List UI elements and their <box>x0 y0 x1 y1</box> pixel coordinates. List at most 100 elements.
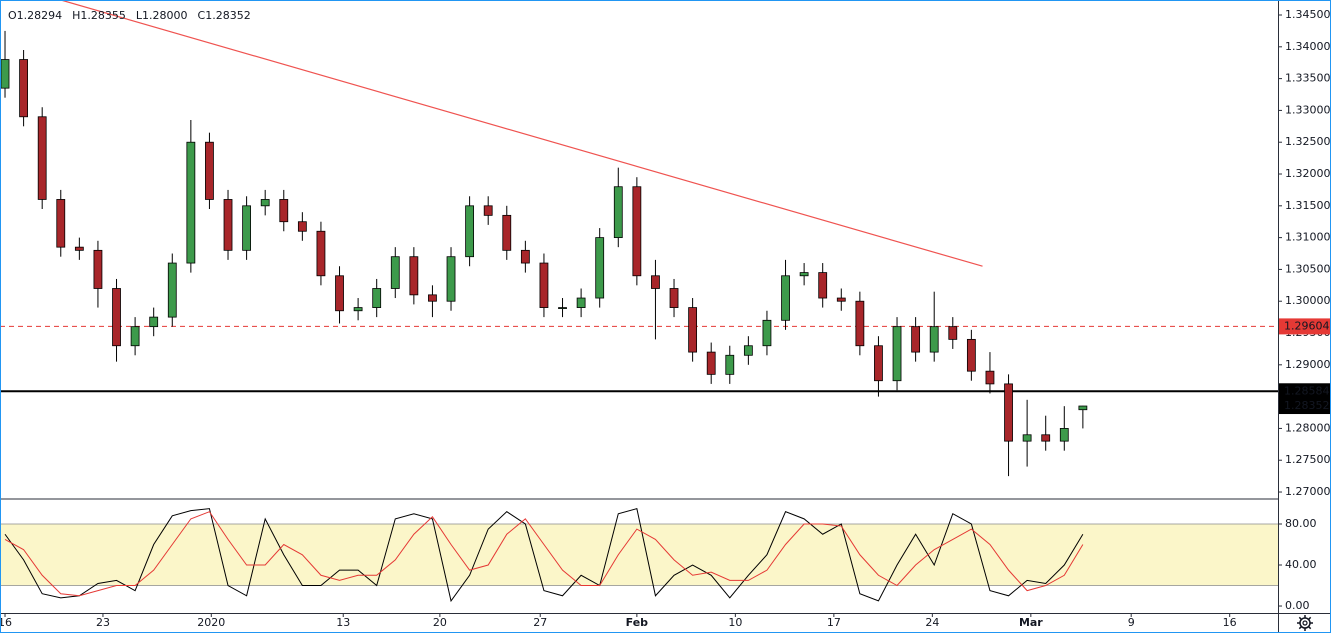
candle-body <box>19 59 29 118</box>
y-tick-label: 1.31500 <box>1285 199 1331 212</box>
candle-body <box>1004 383 1013 442</box>
x-tick-label: 10 <box>728 616 742 629</box>
x-tick-label: 17 <box>827 616 841 629</box>
candle-body <box>725 354 735 375</box>
y-tick-label: 1.29000 <box>1285 358 1331 371</box>
candle-body <box>260 199 270 207</box>
candle-body <box>465 205 475 258</box>
indicator-line <box>4 507 1084 603</box>
candle-body <box>874 345 883 382</box>
candle-body <box>428 294 437 302</box>
candle-body <box>502 214 512 251</box>
y-tick-label: 1.33500 <box>1285 72 1331 85</box>
ohlc-legend: O1.28294 <box>8 9 62 22</box>
y-tick-label: 1.33000 <box>1285 103 1331 116</box>
candle-body <box>688 307 698 353</box>
candle-body <box>669 288 679 308</box>
candle-body <box>743 345 753 356</box>
y-tick-label: 0.00 <box>1285 599 1310 612</box>
candle-body <box>297 221 307 232</box>
candle-body <box>1041 434 1051 442</box>
ohlc-legend: L1.28000 <box>136 9 188 22</box>
candle-body <box>632 186 642 277</box>
candle-body <box>651 275 660 289</box>
candle-body <box>390 256 400 289</box>
x-tick-label: Feb <box>626 616 649 629</box>
x-tick-label: 16 <box>1223 616 1237 629</box>
x-tick-label: 23 <box>96 616 110 629</box>
candle-body <box>446 256 456 302</box>
y-tick-label: 1.30500 <box>1285 262 1331 275</box>
y-tick-label: 1.32500 <box>1285 135 1331 148</box>
candle-body <box>37 116 47 200</box>
candle-body <box>1078 405 1088 411</box>
candle-body <box>818 272 828 299</box>
y-tick-label: 1.27500 <box>1285 453 1331 466</box>
candle-body <box>1059 428 1069 442</box>
candle-body <box>74 246 84 251</box>
y-tick-label: 80.00 <box>1285 517 1317 530</box>
candle-body <box>205 141 214 200</box>
candle-body <box>539 262 549 308</box>
candle-body <box>762 319 772 347</box>
candle-body <box>613 186 623 239</box>
x-tick-label: 20 <box>433 616 447 629</box>
price-badge-label: 1.29604 <box>1284 319 1330 332</box>
ohlc-legend: C1.28352 <box>198 9 251 22</box>
candle-body <box>56 199 66 248</box>
price-badge-label: 1.28584 <box>1284 384 1330 397</box>
y-tick-label: 40.00 <box>1285 558 1317 571</box>
x-tick-label: 27 <box>533 616 547 629</box>
ohlc-legend: H1.28355 <box>72 9 126 22</box>
y-tick-label: 1.27000 <box>1285 485 1331 498</box>
candle-body <box>781 275 790 321</box>
candle-body <box>130 326 140 347</box>
candle-body <box>985 370 995 385</box>
candle-body <box>186 141 196 264</box>
candle-body <box>242 205 252 251</box>
candle-body <box>149 316 159 328</box>
y-tick-label: 1.28000 <box>1285 421 1331 434</box>
trend-line <box>59 0 983 267</box>
price-badge <box>1279 318 1331 335</box>
candle-body <box>892 326 902 382</box>
x-tick-label: 13 <box>336 616 350 629</box>
candle-body <box>836 297 846 302</box>
candle-body <box>483 205 493 216</box>
candle-body <box>112 288 121 347</box>
candle-body <box>335 275 344 312</box>
candle-body <box>576 297 586 308</box>
indicator-line <box>4 511 1084 597</box>
price-badge-label: 1.28352 <box>1284 399 1330 412</box>
y-tick-label: 1.34000 <box>1285 40 1331 53</box>
price-badge <box>1279 383 1331 400</box>
candle-body <box>223 199 233 251</box>
candle-body <box>966 338 976 372</box>
candle-body <box>409 256 419 296</box>
y-tick-label: 1.34500 <box>1285 8 1331 21</box>
candle-body <box>799 272 809 277</box>
candle-body <box>948 326 958 340</box>
candle-body <box>595 237 605 299</box>
candle-body <box>929 326 939 353</box>
candle-body <box>167 262 177 318</box>
price-badge <box>1279 398 1331 415</box>
candle-body <box>855 300 865 347</box>
candle-body <box>1022 434 1032 442</box>
x-tick-label: 2020 <box>197 616 225 629</box>
x-tick-label: Mar <box>1019 616 1043 629</box>
x-tick-label: 16 <box>0 616 12 629</box>
x-tick-label: 9 <box>1128 616 1135 629</box>
candle-body <box>316 230 326 277</box>
candle-body <box>558 307 567 309</box>
candle-body <box>93 249 103 289</box>
y-tick-label: 1.30000 <box>1285 294 1331 307</box>
candle-body <box>353 307 363 312</box>
candle-body <box>0 59 10 89</box>
candle-body <box>706 351 716 375</box>
candle-body <box>372 288 382 308</box>
candle-body <box>911 326 921 353</box>
settings-icon[interactable] <box>1297 615 1313 631</box>
